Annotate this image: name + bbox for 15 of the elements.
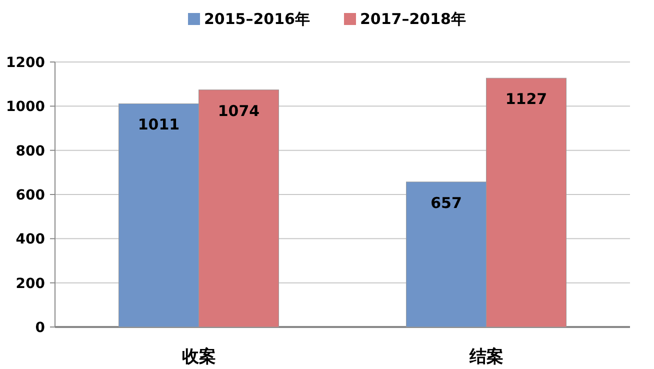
data-label: 1011 [138, 116, 180, 134]
y-tick-label: 400 [16, 232, 46, 248]
y-tick-label: 200 [16, 276, 46, 292]
legend-label: 2015–2016年 [204, 10, 310, 28]
y-tick-label: 600 [16, 188, 46, 204]
x-tick-label: 收案 [182, 346, 216, 367]
data-label: 657 [430, 194, 462, 212]
y-tick-label: 1000 [6, 99, 46, 116]
data-label: 1127 [505, 90, 548, 108]
y-tick-label: 0 [35, 320, 46, 336]
x-tick-label: 结案 [468, 346, 504, 367]
legend-label: 2017–2018年 [360, 10, 466, 28]
y-tick-label: 800 [16, 143, 46, 160]
y-tick-label: 1200 [6, 55, 46, 71]
data-label: 1074 [218, 102, 260, 120]
